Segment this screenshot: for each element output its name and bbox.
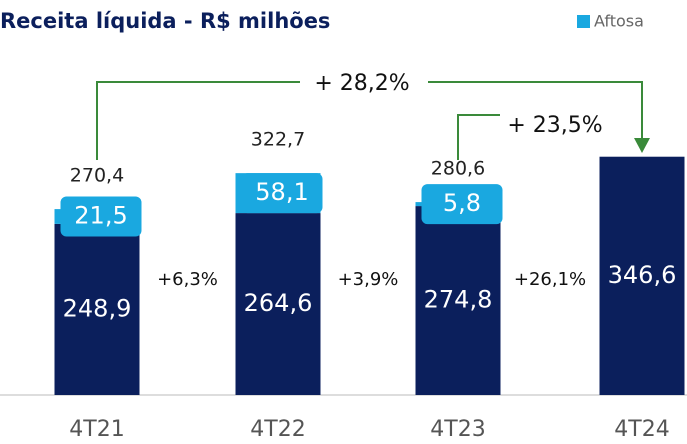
data-label: 5,8 bbox=[443, 189, 481, 217]
x-tick-label: 4T21 bbox=[69, 417, 124, 442]
arrow-line bbox=[428, 81, 643, 140]
data-label: 248,9 bbox=[63, 294, 132, 322]
label-box bbox=[421, 184, 503, 225]
data-label: 58,1 bbox=[255, 178, 308, 206]
legend-label: Aftosa bbox=[594, 12, 644, 31]
arrow-head bbox=[634, 138, 650, 153]
growth-label: +6,3% bbox=[157, 269, 218, 290]
data-label: 274,8 bbox=[424, 286, 493, 314]
label-box bbox=[60, 196, 142, 237]
bar-segment bbox=[599, 156, 685, 395]
data-label: 346,6 bbox=[608, 261, 677, 289]
label-box bbox=[241, 173, 323, 214]
x-tick-label: 4T24 bbox=[614, 417, 669, 442]
arrow-label: + 23,5% bbox=[507, 113, 602, 138]
data-label: 264,6 bbox=[244, 289, 313, 317]
total-label: 270,4 bbox=[70, 165, 124, 187]
growth-label: +26,1% bbox=[514, 269, 586, 290]
total-label: 322,7 bbox=[251, 129, 305, 151]
data-label: 21,5 bbox=[74, 201, 127, 229]
x-tick-label: 4T22 bbox=[250, 417, 305, 442]
bar-segment bbox=[54, 223, 140, 395]
chart-title: Receita líquida - R$ milhões bbox=[0, 9, 330, 33]
bar-segment bbox=[235, 213, 321, 395]
x-tick-label: 4T23 bbox=[430, 417, 485, 442]
arrow-line bbox=[96, 81, 300, 160]
total-label: 280,6 bbox=[431, 158, 485, 180]
arrow-line bbox=[457, 114, 500, 160]
bar-segment bbox=[415, 206, 501, 395]
arrow-label: + 28,2% bbox=[314, 71, 409, 96]
growth-label: +3,9% bbox=[338, 269, 399, 290]
growth-arrows bbox=[96, 81, 643, 160]
legend-swatch bbox=[577, 15, 590, 28]
